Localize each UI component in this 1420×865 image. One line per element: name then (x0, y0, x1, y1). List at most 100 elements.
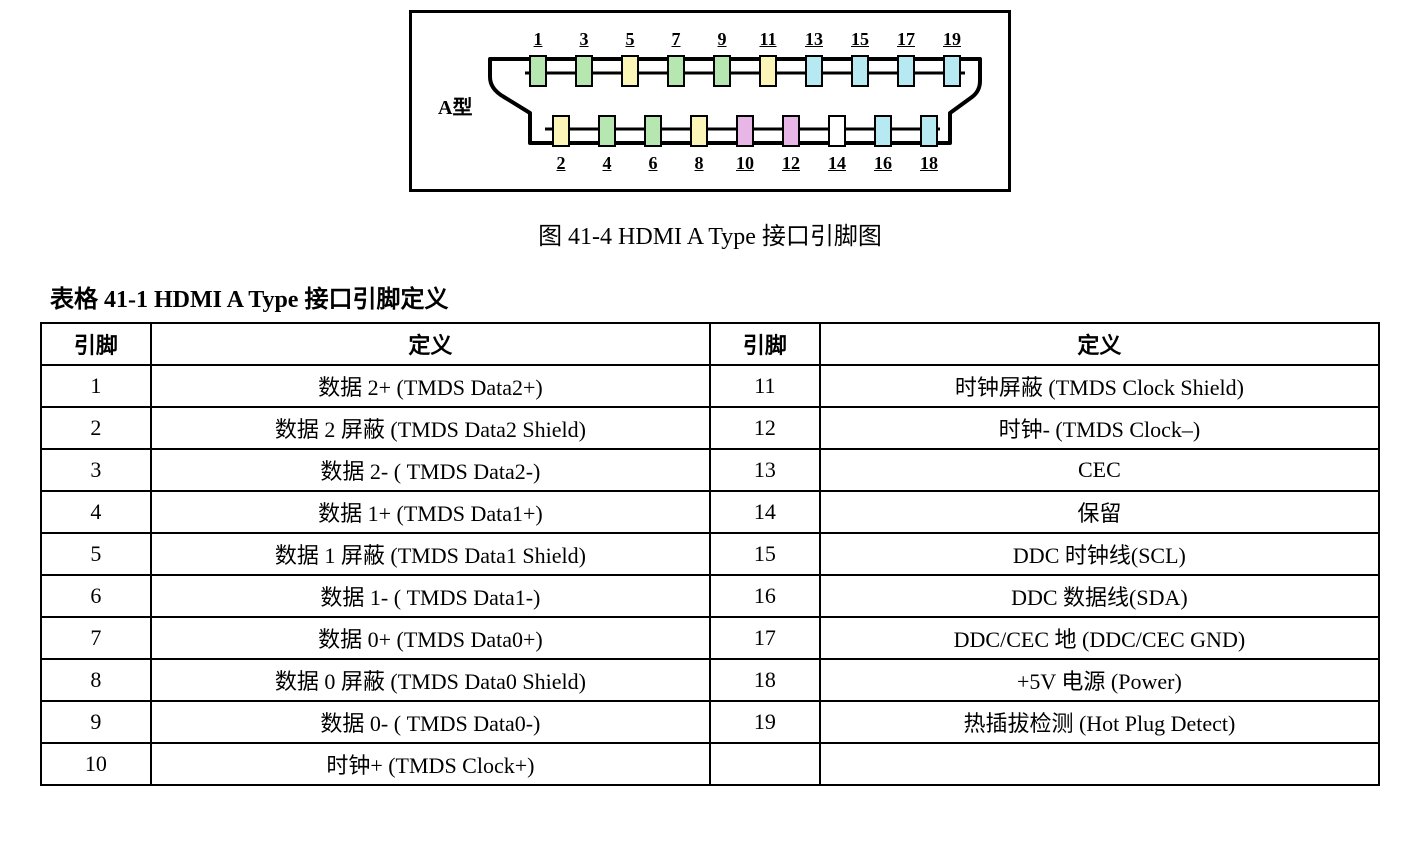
pin-number: 13 (805, 29, 823, 50)
pin-number-cell: 1 (41, 365, 151, 407)
pin-number-cell: 4 (41, 491, 151, 533)
pin-definition-cell: 热插拔检测 (Hot Plug Detect) (820, 701, 1379, 743)
pin-number: 3 (580, 29, 589, 50)
pin-rect (575, 55, 593, 87)
pin-number-cell: 8 (41, 659, 151, 701)
pin-number: 15 (851, 29, 869, 50)
pin-number: 8 (695, 153, 704, 174)
pin-number-cell: 16 (710, 575, 820, 617)
pin-number-cell: 12 (710, 407, 820, 449)
pin-rect (690, 115, 708, 147)
pin-number: 5 (626, 29, 635, 50)
pin-definition-cell: 数据 1- ( TMDS Data1-) (151, 575, 710, 617)
table-row: 6数据 1- ( TMDS Data1-)16DDC 数据线(SDA) (41, 575, 1379, 617)
pin-number-cell: 14 (710, 491, 820, 533)
pin-rect (621, 55, 639, 87)
pin-definition-cell: 保留 (820, 491, 1379, 533)
table-header: 引脚 (710, 323, 820, 365)
pin-number: 19 (943, 29, 961, 50)
pin-number: 10 (736, 153, 754, 174)
table-row: 5数据 1 屏蔽 (TMDS Data1 Shield)15DDC 时钟线(SC… (41, 533, 1379, 575)
pin-number: 9 (718, 29, 727, 50)
pin-number: 14 (828, 153, 846, 174)
pin-definition-cell: DDC 数据线(SDA) (820, 575, 1379, 617)
pin-rect (851, 55, 869, 87)
pin-number-cell: 17 (710, 617, 820, 659)
table-row: 4数据 1+ (TMDS Data1+)14保留 (41, 491, 1379, 533)
pin-number-cell: 3 (41, 449, 151, 491)
pin-rect (874, 115, 892, 147)
pin-number-cell: 11 (710, 365, 820, 407)
pin-definition-table: 引脚 定义 引脚 定义 1数据 2+ (TMDS Data2+)11时钟屏蔽 (… (40, 322, 1380, 786)
table-row: 10时钟+ (TMDS Clock+) (41, 743, 1379, 785)
figure-caption: 图 41-4 HDMI A Type 接口引脚图 (10, 216, 1410, 251)
pin-rect (920, 115, 938, 147)
pin-number-cell: 6 (41, 575, 151, 617)
pin-definition-cell: CEC (820, 449, 1379, 491)
connector-diagram-container: A型 13579111315171924681012141618 (10, 10, 1410, 192)
table-caption: 表格 41-1 HDMI A Type 接口引脚定义 (50, 279, 1410, 314)
pin-number-cell: 10 (41, 743, 151, 785)
pin-number: 1 (534, 29, 543, 50)
diagram-outer-border: A型 13579111315171924681012141618 (409, 10, 1011, 192)
diagram-inner: A型 13579111315171924681012141618 (420, 21, 1000, 181)
pin-number-cell: 18 (710, 659, 820, 701)
pin-number: 2 (557, 153, 566, 174)
pin-number: 17 (897, 29, 915, 50)
pin-number-cell: 5 (41, 533, 151, 575)
pin-rect (782, 115, 800, 147)
pin-number-cell: 9 (41, 701, 151, 743)
pin-definition-cell: DDC/CEC 地 (DDC/CEC GND) (820, 617, 1379, 659)
pin-number-cell: 15 (710, 533, 820, 575)
pin-number-cell: 13 (710, 449, 820, 491)
pin-definition-cell: 数据 2 屏蔽 (TMDS Data2 Shield) (151, 407, 710, 449)
pin-rect (736, 115, 754, 147)
pin-rect (897, 55, 915, 87)
pin-number-cell (710, 743, 820, 785)
pin-rect (828, 115, 846, 147)
pin-definition-cell: 数据 2+ (TMDS Data2+) (151, 365, 710, 407)
pin-rect (759, 55, 777, 87)
pin-rect (667, 55, 685, 87)
table-row: 2数据 2 屏蔽 (TMDS Data2 Shield)12时钟- (TMDS … (41, 407, 1379, 449)
table-row: 9数据 0- ( TMDS Data0-)19热插拔检测 (Hot Plug D… (41, 701, 1379, 743)
pin-definition-cell: +5V 电源 (Power) (820, 659, 1379, 701)
pin-definition-cell: 数据 0- ( TMDS Data0-) (151, 701, 710, 743)
pin-number: 7 (672, 29, 681, 50)
pin-definition-cell: 时钟- (TMDS Clock–) (820, 407, 1379, 449)
pin-number: 11 (759, 29, 776, 50)
table-header-row: 引脚 定义 引脚 定义 (41, 323, 1379, 365)
pin-number: 18 (920, 153, 938, 174)
table-header: 定义 (151, 323, 710, 365)
pin-definition-cell: 数据 0 屏蔽 (TMDS Data0 Shield) (151, 659, 710, 701)
pin-definition-cell (820, 743, 1379, 785)
pin-number: 6 (649, 153, 658, 174)
pin-definition-cell: 数据 1+ (TMDS Data1+) (151, 491, 710, 533)
pin-definition-cell: 时钟+ (TMDS Clock+) (151, 743, 710, 785)
pin-rect (529, 55, 547, 87)
pin-number: 12 (782, 153, 800, 174)
pin-number: 16 (874, 153, 892, 174)
pin-rect (713, 55, 731, 87)
pin-definition-cell: DDC 时钟线(SCL) (820, 533, 1379, 575)
pin-rect (805, 55, 823, 87)
table-header: 定义 (820, 323, 1379, 365)
pin-definition-cell: 数据 0+ (TMDS Data0+) (151, 617, 710, 659)
pin-rect (552, 115, 570, 147)
pin-number-cell: 2 (41, 407, 151, 449)
table-row: 7数据 0+ (TMDS Data0+)17DDC/CEC 地 (DDC/CEC… (41, 617, 1379, 659)
pin-rect (598, 115, 616, 147)
pin-rect (644, 115, 662, 147)
pin-definition-cell: 数据 2- ( TMDS Data2-) (151, 449, 710, 491)
table-row: 1数据 2+ (TMDS Data2+)11时钟屏蔽 (TMDS Clock S… (41, 365, 1379, 407)
pin-definition-cell: 数据 1 屏蔽 (TMDS Data1 Shield) (151, 533, 710, 575)
pin-number: 4 (603, 153, 612, 174)
pin-number-cell: 7 (41, 617, 151, 659)
pin-rect (943, 55, 961, 87)
table-row: 8数据 0 屏蔽 (TMDS Data0 Shield)18+5V 电源 (Po… (41, 659, 1379, 701)
table-row: 3数据 2- ( TMDS Data2-)13CEC (41, 449, 1379, 491)
table-header: 引脚 (41, 323, 151, 365)
connector-type-label: A型 (438, 91, 472, 120)
pin-number-cell: 19 (710, 701, 820, 743)
pin-definition-cell: 时钟屏蔽 (TMDS Clock Shield) (820, 365, 1379, 407)
